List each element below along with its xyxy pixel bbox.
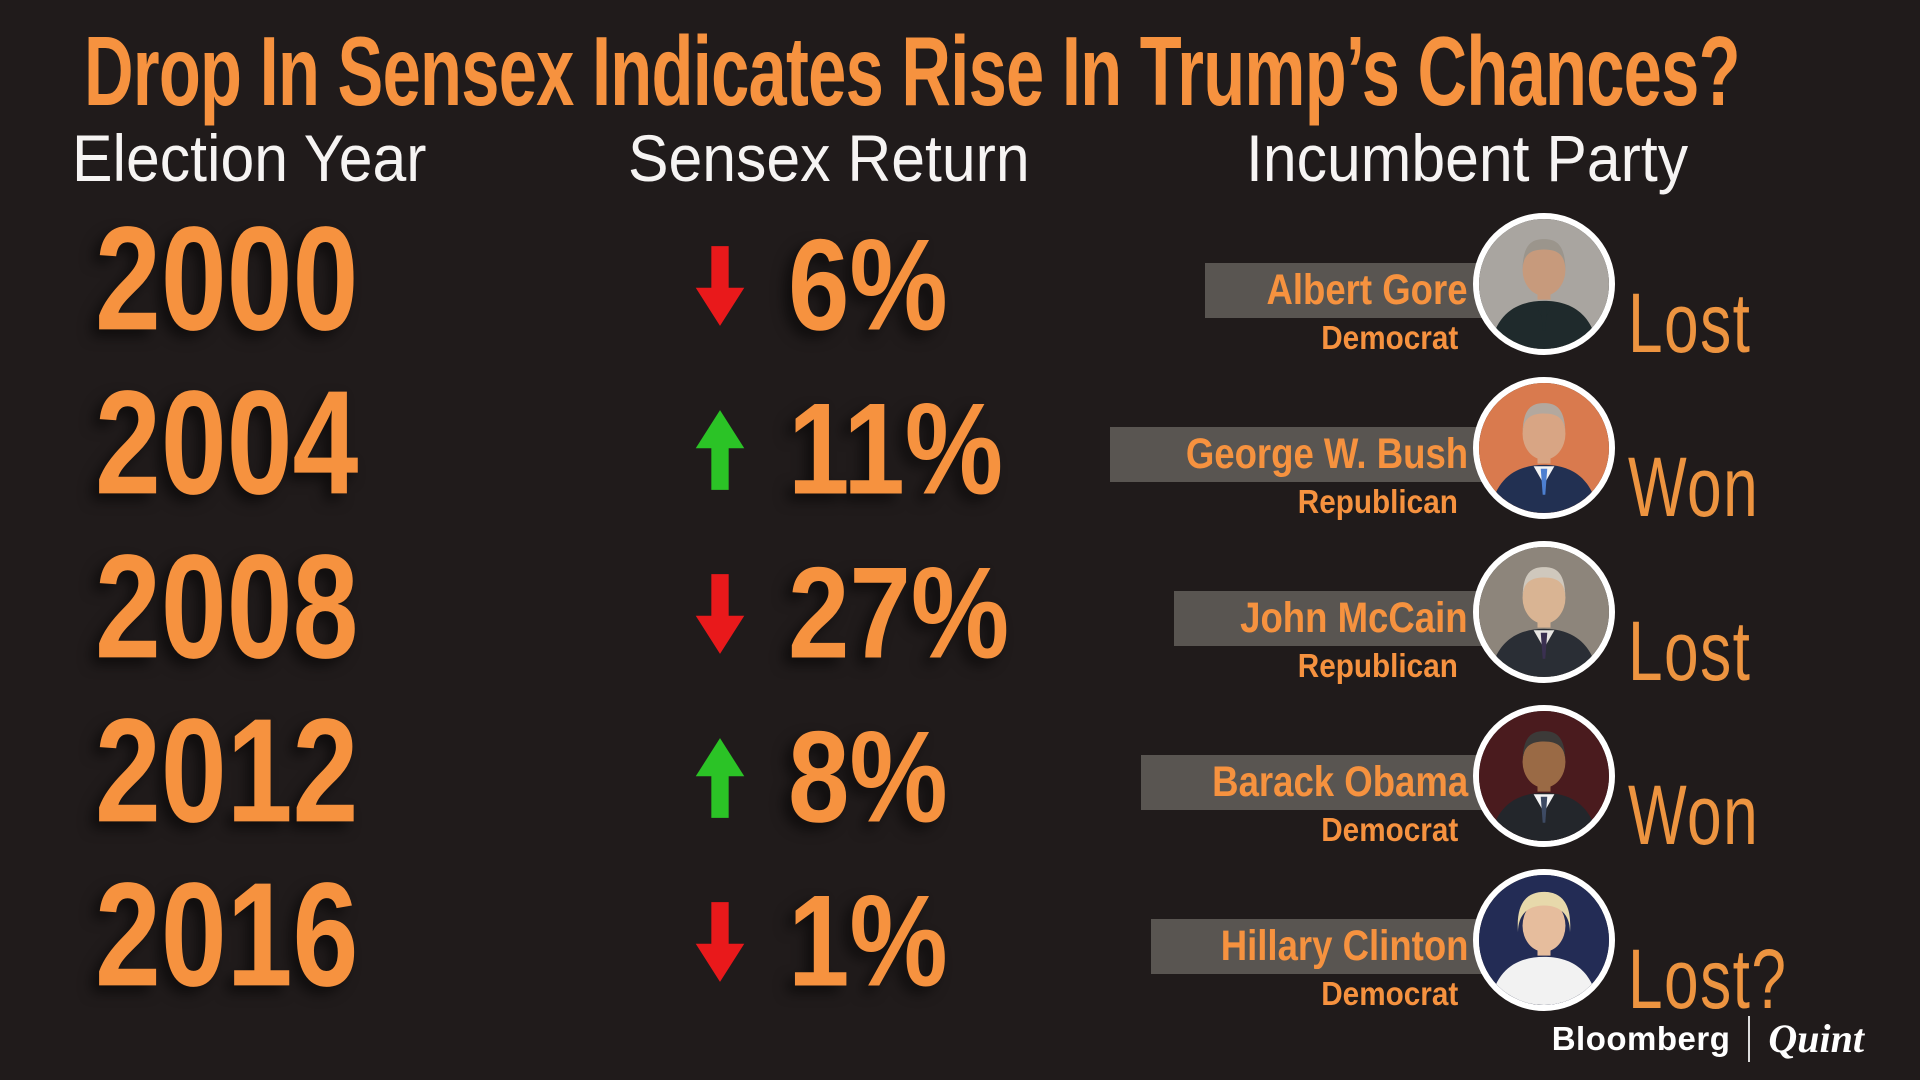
election-year-value: 2000: [95, 196, 359, 362]
column-header-incumbent-party: Incumbent Party: [1246, 121, 1689, 195]
party-label: Democrat: [1320, 319, 1458, 356]
table-row: 2004 11% George W. Bush Republican Won: [0, 369, 1920, 533]
hillary-clinton-photo: [1473, 869, 1615, 1011]
table-row: 2016 1% Hillary Clinton Democrat Lost?: [0, 861, 1920, 1025]
result-label: Won: [1628, 440, 1760, 534]
barack-obama-photo: [1473, 705, 1615, 847]
party-label: Republican: [1297, 483, 1458, 520]
election-year-value: 2016: [95, 852, 359, 1018]
up-arrow-icon: [694, 733, 746, 823]
candidate-name-label: Barack Obama: [1140, 755, 1482, 810]
party-label: Democrat: [1320, 811, 1458, 848]
john-mccain-photo: [1473, 541, 1615, 683]
bloomberg-logo: Bloomberg: [1551, 1019, 1731, 1057]
candidate-name-label: George W. Bush: [1109, 427, 1482, 482]
sensex-return-value: 1%: [788, 867, 948, 1014]
sensex-return-value: 11%: [788, 375, 1004, 522]
quint-logo: Quint: [1768, 1016, 1864, 1061]
sensex-return-value: 6%: [788, 211, 948, 358]
party-label: Democrat: [1320, 975, 1458, 1012]
column-header-sensex-return: Sensex Return: [628, 121, 1030, 195]
page-title: Drop In Sensex Indicates Rise In Trump’s…: [84, 16, 1740, 126]
table-row: 2008 27% John McCain Republican Lost: [0, 533, 1920, 697]
brand-footer: Bloomberg Quint: [1552, 1015, 1864, 1062]
up-arrow-icon: [694, 405, 746, 495]
candidate-name-label: Hillary Clinton: [1150, 919, 1482, 974]
down-arrow-icon: [694, 897, 746, 987]
table-body: 2000 6% Albert Gore Democrat Lost: [0, 205, 1920, 1025]
down-arrow-icon: [694, 241, 746, 331]
result-label: Lost: [1628, 604, 1752, 698]
sensex-return-value: 27%: [788, 539, 1010, 686]
candidate-name-label: John McCain: [1174, 591, 1482, 646]
table-row: 2012 8% Barack Obama Democrat Won: [0, 697, 1920, 861]
election-year-value: 2012: [95, 688, 359, 854]
down-arrow-icon: [694, 569, 746, 659]
election-year-value: 2004: [95, 360, 359, 526]
result-label: Lost?: [1628, 932, 1788, 1026]
result-label: Won: [1628, 768, 1760, 862]
result-label: Lost: [1628, 276, 1752, 370]
column-header-election-year: Election Year: [72, 121, 427, 195]
election-year-value: 2008: [95, 524, 359, 690]
brand-divider: [1748, 1015, 1751, 1062]
sensex-return-value: 8%: [788, 703, 948, 850]
albert-gore-photo: [1473, 213, 1615, 355]
george-w-bush-photo: [1473, 377, 1615, 519]
party-label: Republican: [1297, 647, 1458, 684]
table-row: 2000 6% Albert Gore Democrat Lost: [0, 205, 1920, 369]
candidate-name-label: Albert Gore: [1205, 263, 1482, 318]
